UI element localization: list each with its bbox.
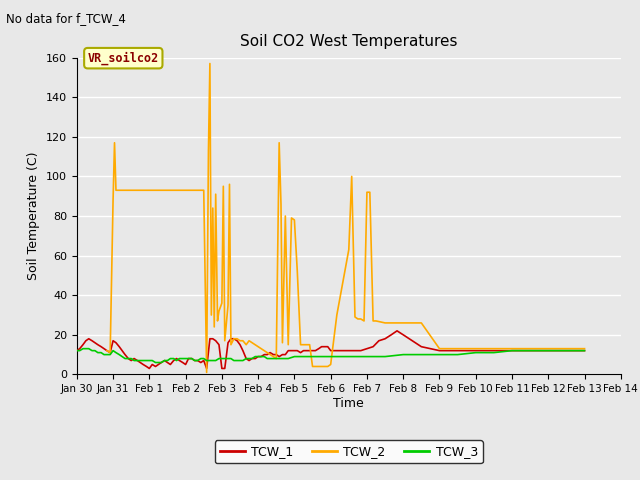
Y-axis label: Soil Temperature (C): Soil Temperature (C)	[28, 152, 40, 280]
Text: No data for f_TCW_4: No data for f_TCW_4	[6, 12, 126, 25]
X-axis label: Time: Time	[333, 397, 364, 410]
Legend: TCW_1, TCW_2, TCW_3: TCW_1, TCW_2, TCW_3	[215, 440, 483, 463]
Text: VR_soilco2: VR_soilco2	[88, 51, 159, 65]
Title: Soil CO2 West Temperatures: Soil CO2 West Temperatures	[240, 35, 458, 49]
